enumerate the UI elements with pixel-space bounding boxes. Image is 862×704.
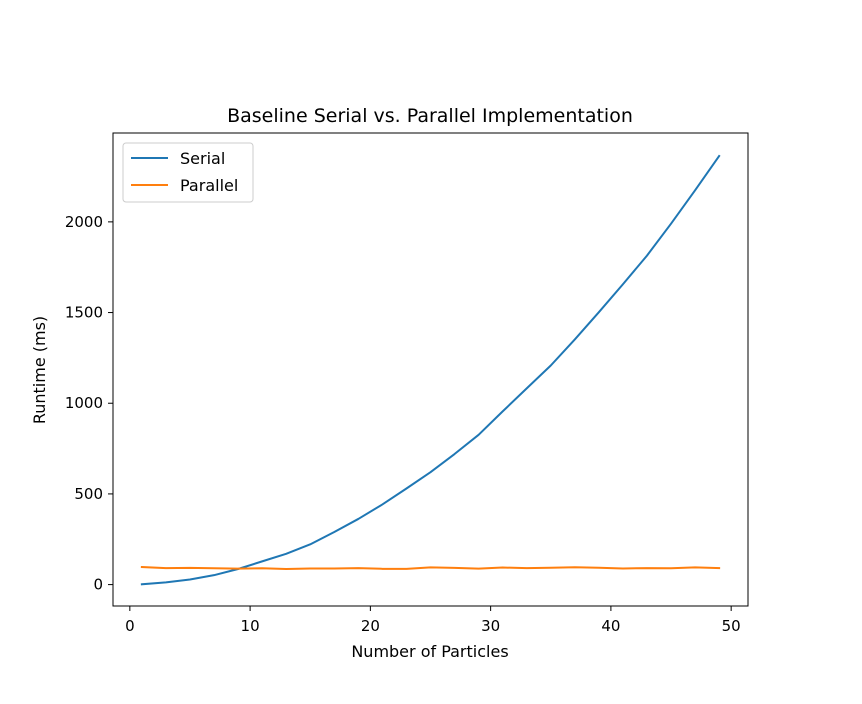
y-tick-label: 2000: [65, 213, 103, 231]
legend-label-parallel: Parallel: [180, 176, 238, 195]
series-line-serial: [140, 154, 721, 586]
x-axis-label: Number of Particles: [351, 642, 508, 661]
y-tick-label: 1000: [65, 394, 103, 412]
y-tick-label: 1500: [65, 304, 103, 322]
plot-area-frame: [112, 132, 749, 607]
x-tick-label: 10: [241, 617, 260, 635]
y-tick-label: 500: [74, 485, 103, 503]
y-axis-label: Runtime (ms): [30, 316, 49, 424]
x-tick-label: 20: [361, 617, 380, 635]
series-line-parallel: [140, 565, 721, 570]
x-axis-ticks: 0 10 20 30 40 50: [125, 606, 741, 635]
series-layer: [140, 154, 721, 586]
x-tick-label: 0: [125, 617, 135, 635]
legend-label-serial: Serial: [180, 149, 225, 168]
x-tick-label: 30: [481, 617, 500, 635]
chart-title: Baseline Serial vs. Parallel Implementat…: [227, 105, 633, 127]
y-axis-ticks: 0 500 1000 1500 2000: [65, 213, 113, 594]
legend: Serial Parallel: [122, 142, 254, 203]
x-tick-label: 50: [722, 617, 741, 635]
y-tick-label: 0: [93, 576, 103, 594]
x-tick-label: 40: [601, 617, 620, 635]
